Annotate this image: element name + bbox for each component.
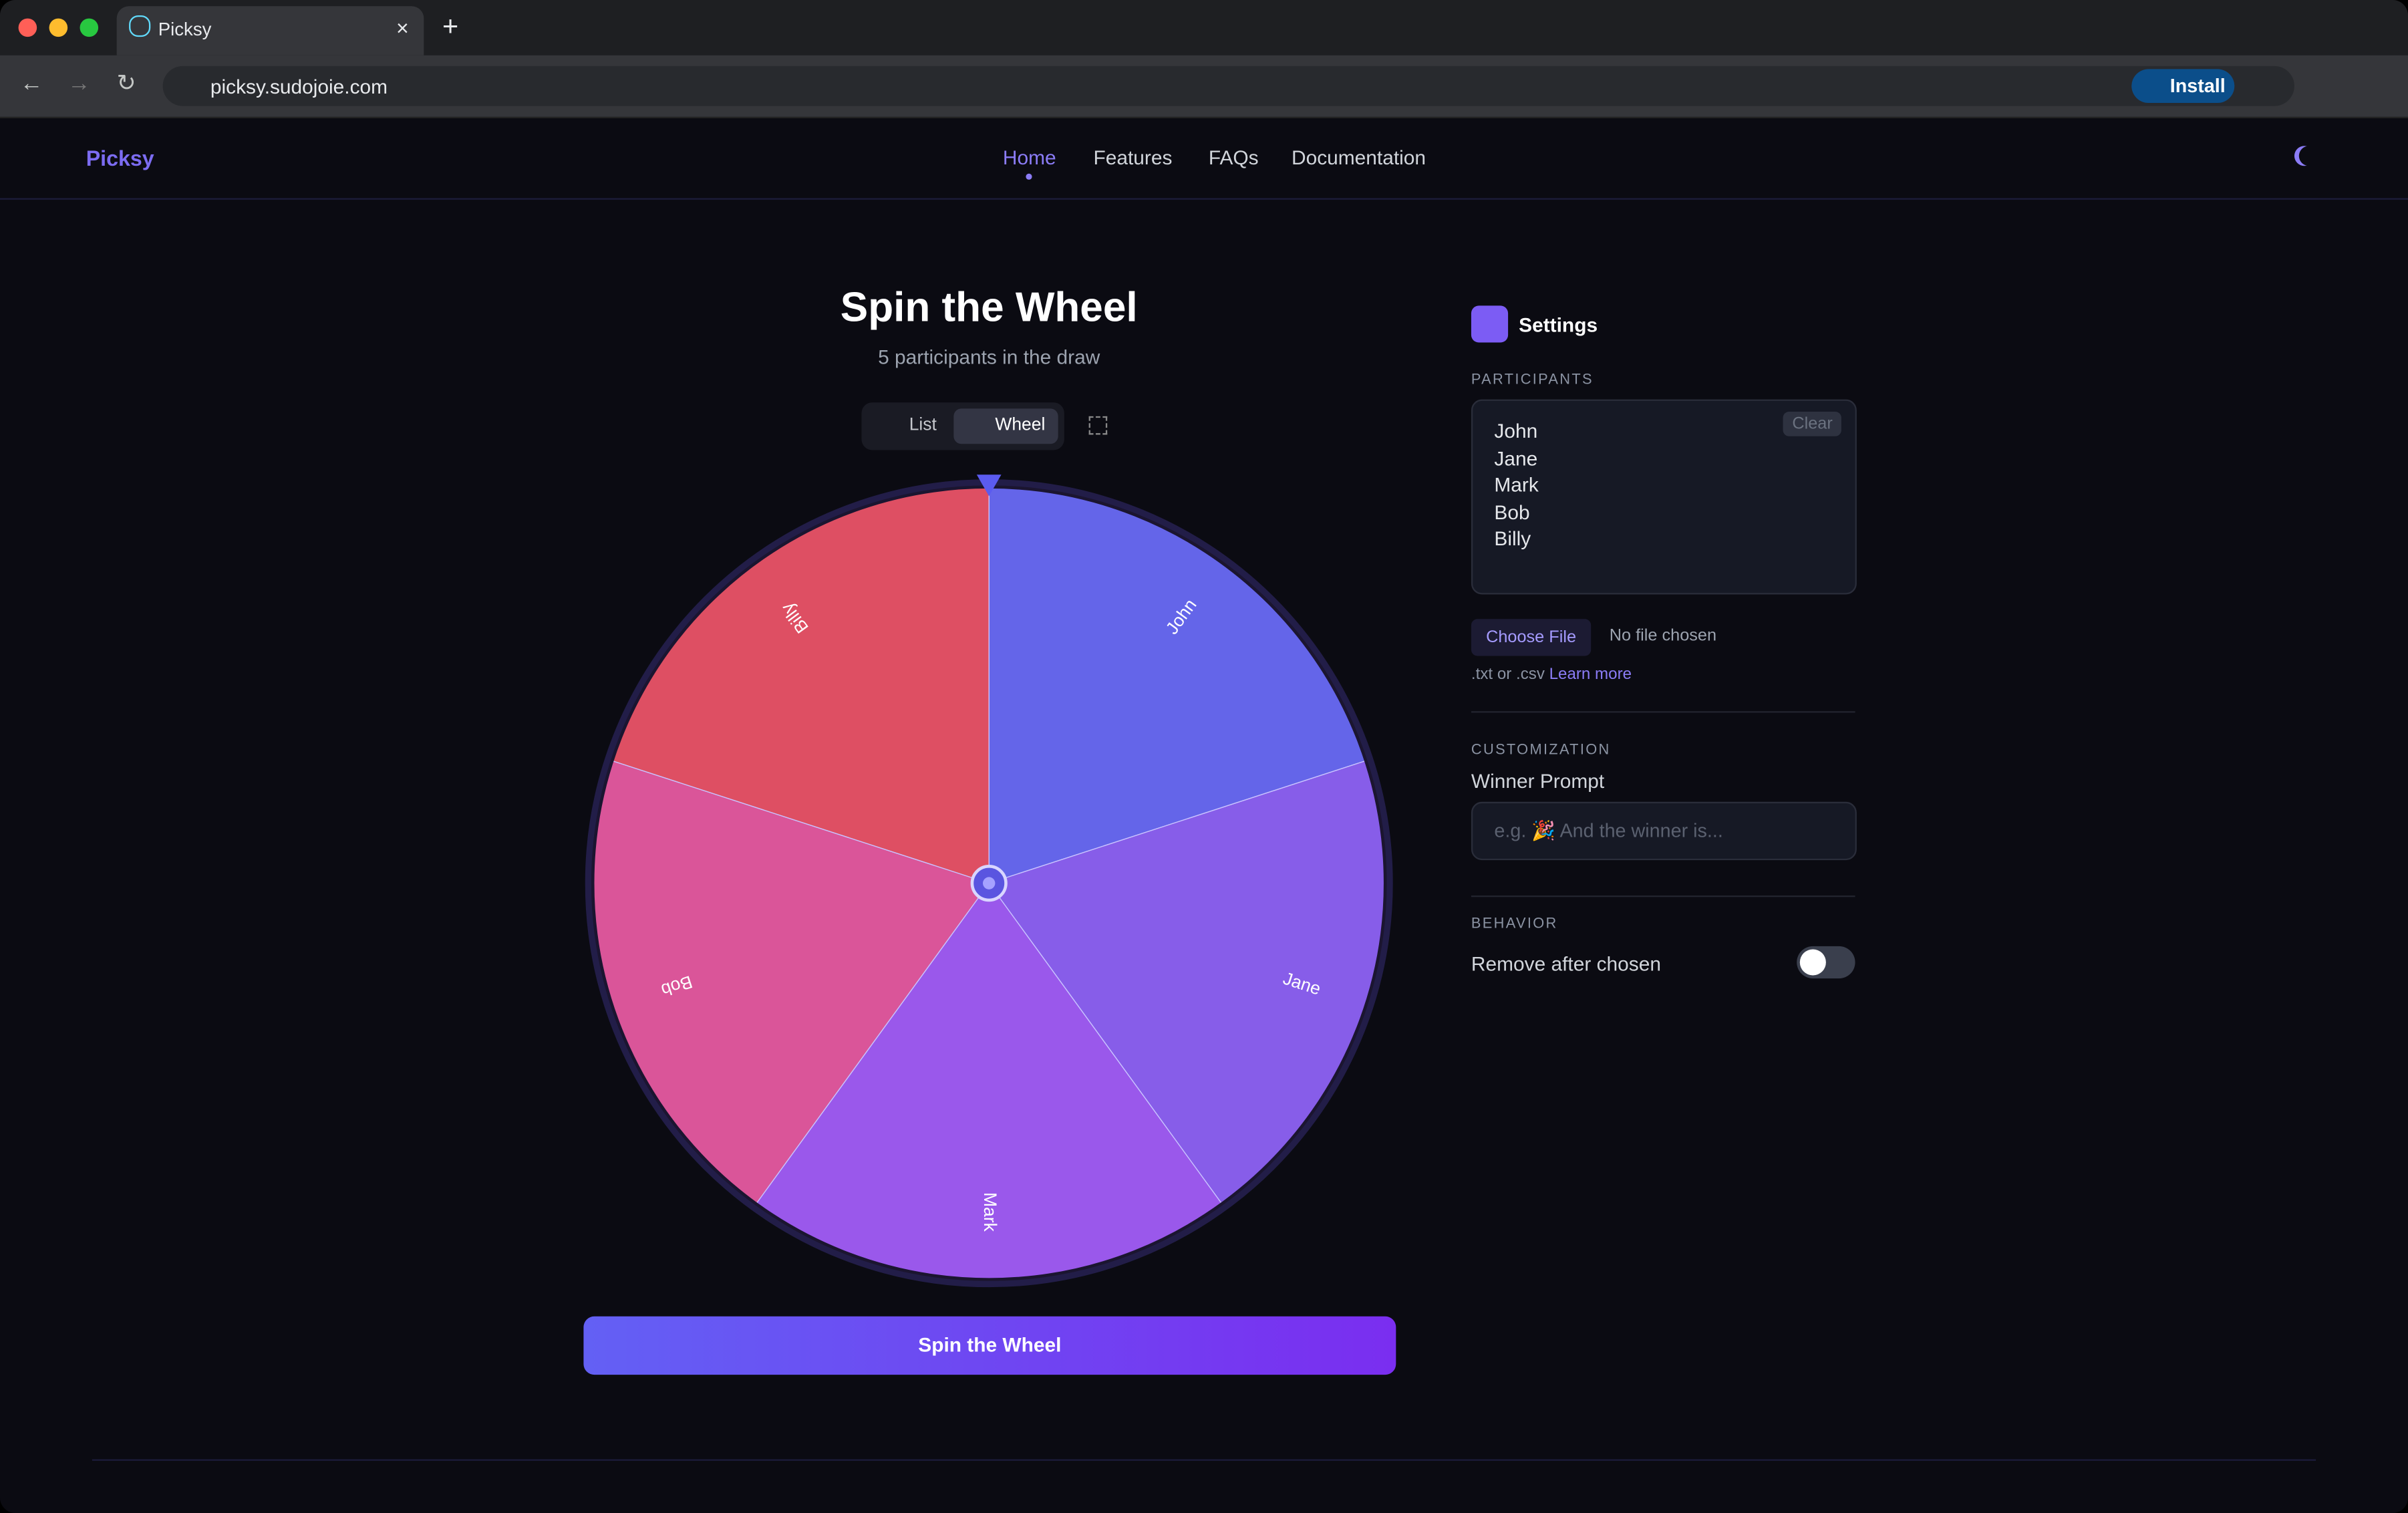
no-file: No file chosen	[1609, 626, 1717, 646]
nav-link[interactable]: Documentation	[1292, 146, 1426, 169]
settings-title: Settings	[1519, 313, 1598, 337]
header-rule	[0, 198, 2408, 200]
file-hint: .txt or .csv	[1471, 665, 1545, 684]
nav-link[interactable]: FAQs	[1208, 146, 1259, 169]
tab-title: Picksy	[158, 18, 212, 40]
fullscreen[interactable]	[1088, 416, 1108, 435]
max-dot[interactable]	[80, 18, 99, 37]
spin-button[interactable]: Spin the Wheel	[583, 1316, 1396, 1375]
view-toggle: List Wheel	[861, 402, 1064, 450]
switch-knob	[1799, 949, 1826, 976]
divider	[1471, 896, 1855, 898]
choose-file-label: Choose File	[1486, 628, 1577, 647]
install-button[interactable]: Install	[2131, 69, 2235, 103]
address-bar[interactable]: picksy.sudojoie.com	[162, 65, 2294, 106]
brand[interactable]: Picksy	[86, 146, 154, 171]
learn-more[interactable]: Learn more	[1549, 665, 1632, 684]
nav-indicator	[1026, 173, 1032, 180]
field-label: Winner Prompt	[1471, 769, 1605, 793]
close-dot[interactable]	[18, 18, 37, 37]
segment-label: Mark	[980, 1192, 1000, 1232]
subtitle: 5 participants in the draw	[878, 346, 1100, 369]
switch[interactable]	[1797, 946, 1855, 979]
back[interactable]: ←	[19, 70, 43, 97]
spin-label: Spin the Wheel	[918, 1333, 1062, 1357]
hub-center	[983, 877, 996, 889]
participant: Billy	[1494, 527, 1531, 550]
section-heading: PARTICIPANTS	[1471, 372, 1594, 389]
section-heading: BEHAVIOR	[1471, 915, 1558, 933]
participant: John	[1494, 419, 1538, 442]
nav-link[interactable]: Features	[1093, 146, 1173, 169]
toggle-list[interactable]: List	[909, 416, 937, 435]
file-hint-row: .txt or .csv Learn more	[1471, 665, 1632, 684]
toggle-wheel[interactable]: Wheel	[995, 416, 1046, 435]
divider	[1471, 711, 1855, 713]
section-heading: CUSTOMIZATION	[1471, 742, 1611, 759]
clear-button[interactable]: Clear	[1783, 411, 1842, 436]
choose-file[interactable]: Choose File	[1471, 619, 1592, 656]
settings-icon	[1471, 305, 1509, 343]
new-tab[interactable]: +	[442, 11, 459, 42]
tab-close[interactable]: ×	[396, 15, 409, 40]
forward[interactable]: →	[67, 70, 91, 97]
participant: Mark	[1494, 472, 1539, 497]
min-dot[interactable]	[49, 18, 68, 37]
participants-box[interactable]: John Jane Mark Bob Billy Clear	[1471, 399, 1857, 595]
footer-rule	[92, 1459, 2316, 1461]
main-title: Spin the Wheel	[840, 284, 1138, 331]
reload[interactable]: ↻	[116, 70, 136, 97]
winner-prompt-input[interactable]: e.g. 🎉 And the winner is...	[1471, 801, 1857, 861]
placeholder: e.g. 🎉 And the winner is...	[1494, 820, 1723, 842]
tab[interactable]: Picksy ×	[116, 6, 424, 55]
participant: Bob	[1494, 500, 1530, 523]
url: picksy.sudojoie.com	[210, 75, 388, 99]
participant-list: John Jane Mark Bob Billy	[1494, 418, 1538, 552]
toggle-label: Remove after chosen	[1471, 952, 1661, 976]
install-label: Install	[2169, 75, 2226, 97]
nav-link[interactable]: Home	[1002, 146, 1056, 169]
tab-icon	[129, 15, 151, 37]
pointer	[976, 474, 1002, 497]
participant: Jane	[1494, 446, 1538, 470]
toggle-active	[953, 408, 1058, 444]
